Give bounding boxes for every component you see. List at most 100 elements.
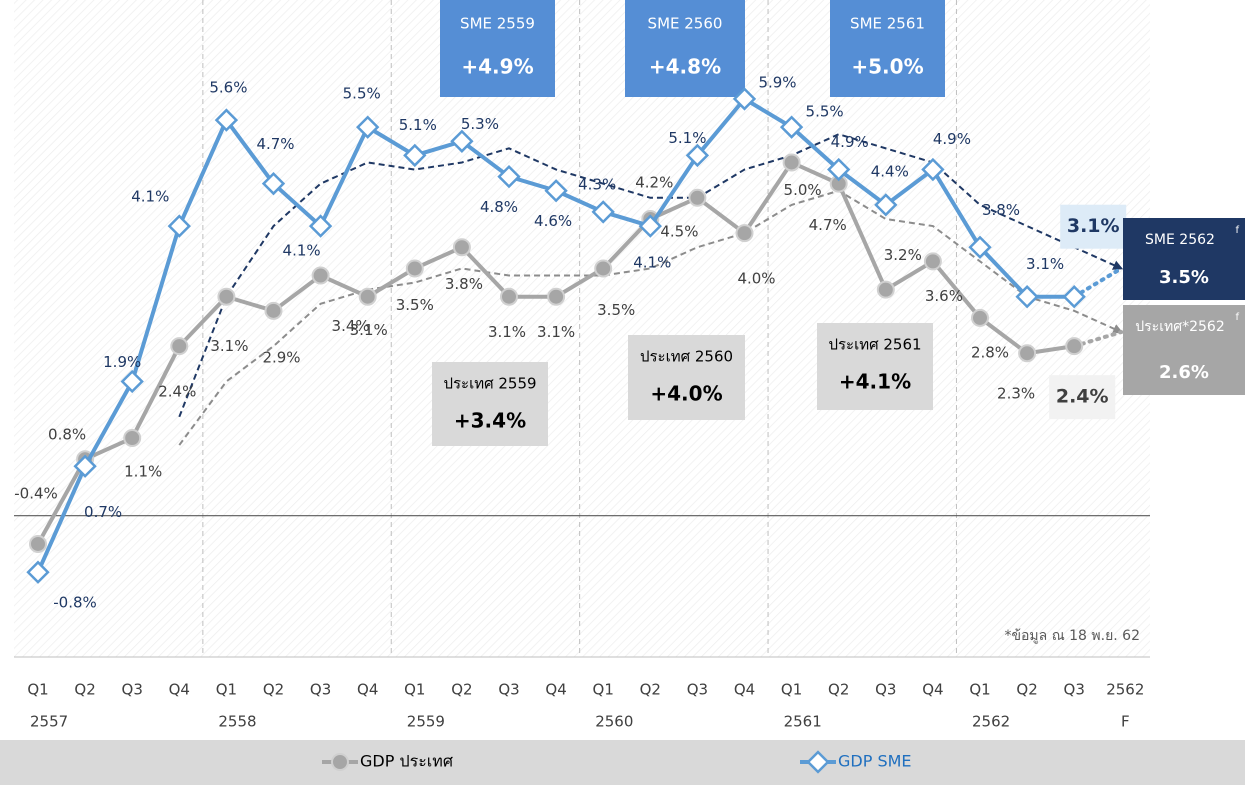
data-label: 5.6% [209,79,247,97]
data-label: 4.7% [256,135,294,153]
data-label: 4.0% [737,270,775,288]
data-label: 4.1% [633,254,671,272]
x-tick-label: 2562 [1106,681,1144,699]
data-label: 3.5% [597,301,635,319]
x-tick-label: Q3 [687,681,708,699]
x-tick-label: Q3 [1064,681,1085,699]
data-label: 1.9% [103,353,141,371]
annotation-text: +4.9% [461,55,533,79]
forecast-value: 3.5% [1159,267,1209,288]
legend-marker [806,750,830,774]
plot-background [14,0,1150,657]
forecast-title: ประเทศ*2562 [1135,319,1224,335]
x-group-label: 2560 [595,713,633,731]
x-tick-label: Q3 [875,681,896,699]
data-label: 2.4% [158,383,196,401]
data-label: 3.1% [537,323,575,341]
marker-circle [29,534,47,553]
x-tick-label: Q1 [781,681,802,699]
marker-diamond [261,172,286,196]
annotation-box [817,323,933,410]
marker-circle [405,259,424,278]
x-tick-label: Q1 [27,681,48,699]
highlight-box [1049,375,1116,420]
annotation-text: +4.8% [649,55,721,79]
data-label: 2.3% [997,385,1035,403]
data-label: 4.4% [871,162,909,180]
annotation-title: SME 2561 [850,15,925,33]
marker-circle [594,259,613,278]
x-tick-label: Q4 [922,681,943,699]
x-tick-label: Q1 [593,681,614,699]
data-label: 3.1% [1067,215,1120,237]
annotation-box [628,335,745,420]
marker-diamond [779,115,804,139]
marker-diamond [308,214,333,238]
marker-circle [1018,344,1037,363]
marker-circle [782,153,801,172]
marker-diamond [214,108,239,132]
marker-circle [1065,337,1084,356]
marker-circle [311,266,330,285]
marker-circle [876,280,895,299]
marker-diamond [732,87,757,111]
legend-label: GDP ประเทศ [360,752,453,771]
marker-circle [688,188,707,207]
marker-diamond [403,143,427,168]
x-tick-label: Q1 [216,681,237,699]
forecast-box [1123,218,1245,300]
x-group-label: F [1121,713,1130,731]
data-label: 5.5% [806,103,844,121]
x-tick-label: Q3 [498,681,519,699]
marker-circle [547,287,566,306]
data-label: 4.3% [578,175,616,193]
data-label: 3.2% [884,246,922,264]
annotation-title: ประเทศ 2559 [443,375,536,393]
data-label: 5.1% [399,116,437,134]
data-label: 4.6% [534,212,572,230]
annotation-title: ประเทศ 2560 [640,348,733,366]
x-tick-label: Q4 [734,681,755,699]
data-label: 4.7% [809,216,847,234]
marker-circle [170,337,189,356]
data-label: 3.6% [925,287,963,305]
annotation-title: SME 2559 [460,15,535,33]
data-label: 2.9% [262,348,300,366]
data-label: 5.9% [758,73,796,91]
x-tick-label: Q3 [310,681,331,699]
marker-circle [217,287,236,306]
legend-band [0,740,1245,785]
marker-circle [735,224,754,243]
marker-diamond [544,179,568,203]
annotation-box [625,0,745,97]
x-tick-label: Q1 [404,681,425,699]
data-label: 4.9% [933,130,971,148]
annotation-text: +5.0% [851,55,923,79]
forecast-mark: f [1235,312,1239,323]
marker-circle [500,287,518,306]
x-tick-label: Q2 [74,681,95,699]
x-tick-label: Q4 [357,681,378,699]
trend-line [178,133,1124,418]
marker-circle [452,238,471,257]
data-label: 3.1% [350,321,388,339]
marker-diamond [591,200,615,224]
marker-diamond [638,214,662,238]
marker-diamond [167,214,191,238]
note: *ข้อมูล ณ 18 พ.ย. 62 [1004,628,1140,644]
data-label: 5.3% [461,115,499,133]
highlight-box [1060,204,1127,249]
marker-diamond [874,193,898,217]
x-tick-label: Q4 [545,681,566,699]
marker-circle [358,287,377,306]
data-label: 5.5% [343,85,381,103]
forecast-mark: f [1235,225,1239,236]
marker-circle [923,252,942,271]
annotation-text: +4.0% [650,382,722,406]
forecast-value: 2.6% [1159,362,1209,383]
x-group-label: 2558 [218,713,256,731]
marker-diamond [450,129,474,153]
marker-circle [123,429,142,447]
x-tick-label: Q1 [969,681,990,699]
